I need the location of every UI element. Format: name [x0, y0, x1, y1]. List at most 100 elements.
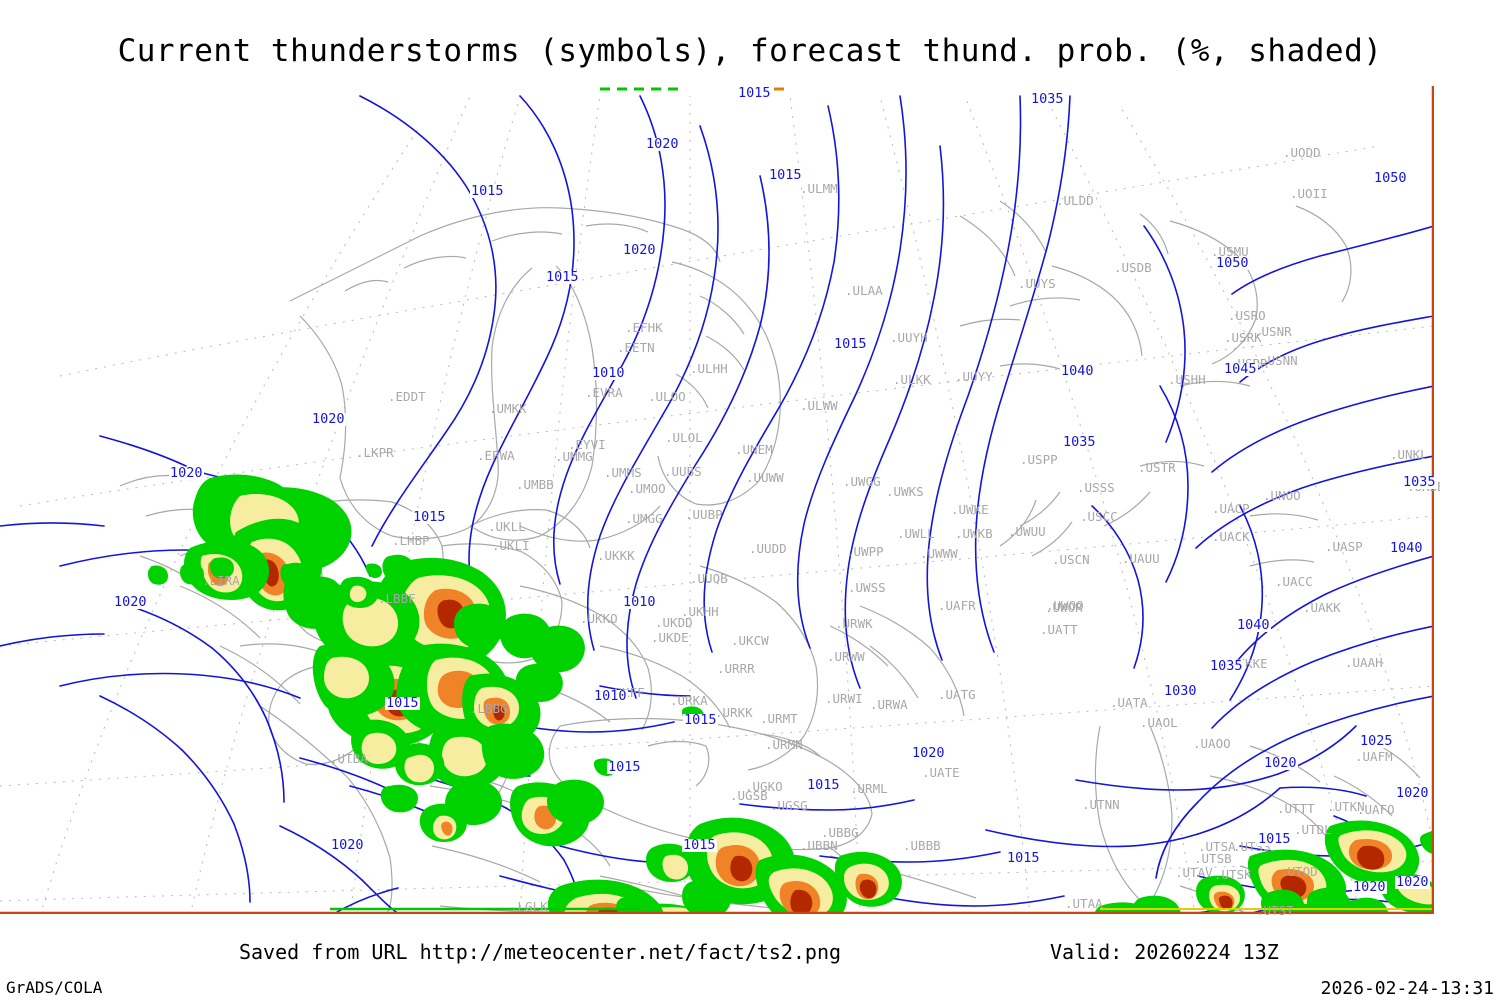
station-label: .UBBG [821, 825, 859, 840]
station-label: .USCC [1080, 509, 1118, 524]
isobar-label: 1020 [645, 136, 680, 152]
station-label: .UBBB [903, 838, 941, 853]
station-label: .UMMG [555, 449, 593, 464]
station-label: .UAOL [1140, 715, 1178, 730]
station-label: .UMKK [489, 401, 527, 416]
station-label: .UTSB [1194, 851, 1232, 866]
isobar-label: 1035 [1209, 658, 1244, 674]
page-title: Current thunderstorms (symbols), forecas… [117, 33, 1383, 69]
station-label: .UUYY [955, 369, 993, 384]
isobar-label: 1015 [385, 695, 420, 711]
map-svg [0, 86, 1434, 914]
station-label: .UTAA [1065, 896, 1103, 911]
station-label: .ULAA [845, 283, 883, 298]
station-label: .UKKO [580, 611, 618, 626]
isobar-label: 1040 [1236, 617, 1271, 633]
station-label: .UUWW [746, 470, 784, 485]
isobar-label: 1020 [1395, 874, 1430, 890]
station-label: .URWA [870, 697, 908, 712]
station-label: .LIRA [202, 573, 240, 588]
isobar-label: 1035 [1402, 474, 1437, 490]
station-label: .UKCW [731, 633, 769, 648]
isobar-label: 1035 [1030, 91, 1065, 107]
station-label: .USRK [1224, 330, 1262, 345]
station-label: .UKHH [681, 604, 719, 619]
station-label: .UTAV [1175, 865, 1213, 880]
station-label: .ULDD [1056, 193, 1094, 208]
station-label: .EPWA [477, 448, 515, 463]
station-label: .UAUU [1122, 551, 1160, 566]
isobar-label: 1015 [412, 509, 447, 525]
isobar-label: 1015 [768, 167, 803, 183]
isobar-label: 1015 [607, 759, 642, 775]
station-label: .USNR [1254, 324, 1292, 339]
station-label: .UACP [1212, 501, 1250, 516]
station-label: .UUBP [685, 507, 723, 522]
station-label: .UASP [1325, 539, 1363, 554]
station-label: .URKK [715, 705, 753, 720]
isobar-label: 1015 [737, 86, 772, 101]
station-label: .UNEM [735, 442, 773, 457]
station-label: .UGKO [745, 779, 783, 794]
station-label: .UUDD [749, 541, 787, 556]
station-label: .UMOO [628, 481, 666, 496]
isobar-label: 1020 [1352, 879, 1387, 895]
station-label: .USHH [1168, 372, 1206, 387]
station-label: .USSS [1077, 480, 1115, 495]
station-label: .LKPR [356, 445, 394, 460]
station-label: .URRR [717, 661, 755, 676]
station-label: .ULOO [648, 389, 686, 404]
frame-bottom-line [0, 907, 1434, 914]
station-label: .URMN [765, 737, 803, 752]
station-label: .ULWW [800, 398, 838, 413]
isobar-label: 1010 [591, 365, 626, 381]
station-label: .UATG [938, 687, 976, 702]
station-label: .UWWW [920, 546, 958, 561]
valid-time: Valid: 20260224 13Z [1050, 940, 1279, 964]
map-canvas[interactable]: .ULMM .ULDD .UODD .UOII .USMU .UUYS .USDB .ULAA… [0, 86, 1440, 916]
station-label: .UTDL [1294, 822, 1332, 837]
isobar-label: 1020 [169, 465, 204, 481]
station-label: .USPP [1020, 452, 1058, 467]
station-label: .UKLI [492, 538, 530, 553]
station-label: .UNKL [1390, 447, 1428, 462]
station-label: .LBBF [378, 591, 416, 606]
isobar-label: 1015 [1257, 831, 1292, 847]
station-label: .URKA [670, 693, 708, 708]
isobar-label: 1035 [1062, 434, 1097, 450]
station-label: .USMU [1211, 244, 1249, 259]
station-label: .UOII [1290, 186, 1328, 201]
station-label: .UWKE [951, 502, 989, 517]
shade-cluster-caucasus [547, 817, 1181, 914]
station-label: .USCN [1052, 552, 1090, 567]
station-label: .UWUU [1008, 524, 1046, 539]
station-label: .UUBS [664, 464, 702, 479]
station-label: .EYVI [568, 437, 606, 452]
station-label: .UAOO [1193, 736, 1231, 751]
station-label: .ULKK [893, 372, 931, 387]
isobar-label: 1020 [113, 594, 148, 610]
isobar-label: 1050 [1373, 170, 1408, 186]
station-label: .LHBP [392, 533, 430, 548]
isobar-label: 1020 [622, 242, 657, 258]
station-label: .UWOR [1045, 600, 1083, 615]
station-label: .LGLK [510, 899, 548, 914]
isobar-label: 1015 [545, 269, 580, 285]
station-label: .ULHH [690, 361, 728, 376]
isobar-label: 1015 [1006, 850, 1041, 866]
station-label: .USNN [1260, 353, 1298, 368]
station-label: .UTBA [330, 751, 368, 766]
station-label: .LBBG [470, 701, 508, 716]
isobar-label: 1020 [1395, 785, 1430, 801]
station-label: .UAFM [1355, 749, 1393, 764]
station-label: .URWI [825, 691, 863, 706]
station-label: .ULMM [800, 181, 838, 196]
isobar-label: 1020 [311, 411, 346, 427]
station-label: .UTOD [1280, 864, 1318, 879]
producer-credit: GrADS/COLA [6, 978, 103, 997]
isobar-label: 1015 [833, 336, 868, 352]
station-label: .URWK [835, 616, 873, 631]
station-label: .UAAH [1345, 655, 1383, 670]
station-label: .UMGG [625, 511, 663, 526]
isobar-label: 1010 [622, 594, 657, 610]
